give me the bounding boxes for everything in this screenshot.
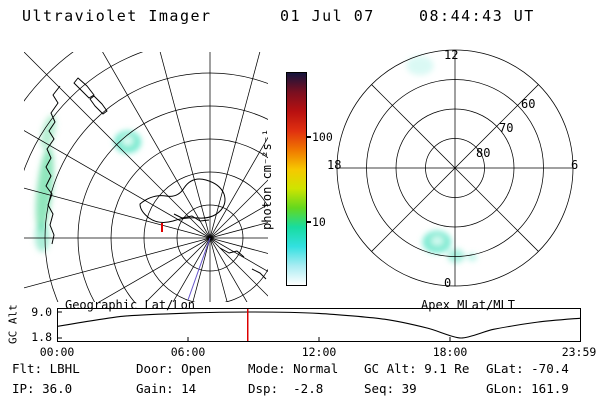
status-seq: Seq: 39 bbox=[364, 381, 417, 396]
status-dsp: Dsp: -2.8 bbox=[248, 381, 324, 396]
gc-xtick-2359: 23:59 bbox=[561, 345, 597, 359]
magnetic-meridian-line bbox=[187, 237, 211, 301]
status-gc-alt: GC Alt: 9.1 Re bbox=[364, 361, 470, 376]
geo-aurora-emission-layer bbox=[34, 114, 142, 252]
gc-alt-curve bbox=[57, 311, 581, 339]
gc-xtick-1800: 18:00 bbox=[432, 345, 468, 359]
gc-xtick-0600: 06:00 bbox=[170, 345, 206, 359]
geo-latlon-grid bbox=[24, 52, 268, 302]
colorbar-axis-label: photon cm⁻²s⁻¹ bbox=[260, 128, 274, 230]
status-door: Door: Open bbox=[136, 361, 212, 376]
status-gain: Gain: 14 bbox=[136, 381, 197, 396]
colorbar-tick-label-10: 10 bbox=[312, 215, 326, 229]
date-display: 01 Jul 07 bbox=[280, 7, 375, 25]
gc-ytick-1-8: 1.8 bbox=[31, 330, 52, 344]
mlt-label-18: 18 bbox=[327, 158, 342, 172]
mlt-label-12: 12 bbox=[444, 48, 459, 62]
status-glon: GLon: 161.9 bbox=[486, 381, 569, 396]
colorbar-tick-100 bbox=[307, 136, 311, 138]
mlat-label-70: 70 bbox=[499, 121, 514, 135]
mlt-label-0: 0 bbox=[444, 276, 452, 290]
status-glat: GLat: -70.4 bbox=[486, 361, 569, 376]
gc-xtick-0000: 00:00 bbox=[39, 345, 75, 359]
gc-alt-plot-frame bbox=[57, 308, 581, 342]
mlat-label-80: 80 bbox=[476, 146, 491, 160]
status-mode: Mode: Normal bbox=[248, 361, 339, 376]
geographic-map-panel bbox=[24, 52, 268, 302]
apex-mlat-mlt-grid bbox=[336, 49, 574, 287]
mlt-label-6: 6 bbox=[571, 158, 579, 172]
gc-alt-plot bbox=[57, 308, 581, 342]
gc-ytick-9: 9.0 bbox=[31, 305, 52, 319]
status-ip: IP: 36.0 bbox=[12, 381, 73, 396]
status-flt: Flt: LBHL bbox=[12, 361, 80, 376]
colorbar-tick-label-100: 100 bbox=[312, 130, 333, 144]
colorbar-tick-10 bbox=[307, 221, 311, 223]
app-title: Ultraviolet Imager bbox=[22, 7, 212, 25]
gc-xtick-1200: 12:00 bbox=[301, 345, 337, 359]
gc-alt-axis-label: GC Alt bbox=[6, 304, 20, 344]
apex-aurora-emission-layer bbox=[406, 56, 478, 263]
colorbar bbox=[286, 72, 307, 286]
time-display: 08:44:43 UT bbox=[419, 7, 535, 25]
coastlines bbox=[45, 77, 267, 280]
apex-polar-panel bbox=[336, 49, 574, 287]
mlat-label-60: 60 bbox=[521, 97, 536, 111]
